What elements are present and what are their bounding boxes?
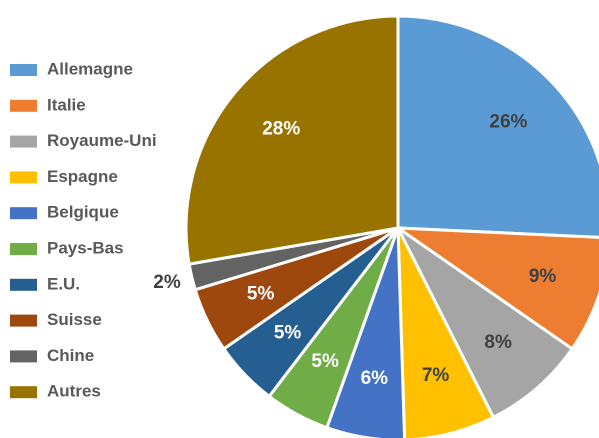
data-label: 5%	[247, 284, 275, 305]
legend-swatch	[10, 278, 37, 291]
legend-label: Royaume-Uni	[47, 131, 157, 150]
data-label: 9%	[529, 266, 557, 287]
legend-swatch	[10, 99, 37, 112]
legend-label: Allemagne	[47, 59, 133, 78]
legend-swatch	[10, 350, 37, 363]
legend-label: Autres	[47, 382, 101, 401]
legend-label: Chine	[47, 346, 94, 365]
legend-label: Italie	[47, 95, 86, 114]
legend-swatch	[10, 207, 37, 220]
data-label: 5%	[274, 322, 302, 343]
legend-swatch	[10, 171, 37, 184]
pie-slice	[396, 14, 599, 239]
legend-label: E.U.	[47, 274, 80, 293]
data-label: 7%	[422, 365, 450, 386]
data-label: 26%	[489, 112, 527, 133]
data-label: 6%	[361, 368, 389, 389]
data-label: 5%	[311, 351, 339, 372]
data-label: 8%	[484, 332, 512, 353]
legend-label: Suisse	[47, 310, 102, 329]
legend-swatch	[10, 386, 37, 399]
pie-slice	[396, 227, 496, 438]
legend-swatch	[10, 314, 37, 327]
legend-label: Espagne	[47, 167, 118, 186]
data-label: 28%	[262, 119, 300, 140]
data-label: 2%	[153, 272, 181, 293]
legend-swatch	[10, 64, 37, 76]
pie-slice	[396, 226, 575, 420]
legend-swatch	[10, 243, 37, 255]
legend-swatch	[10, 135, 37, 148]
pie-slice	[184, 14, 400, 266]
legend-label: Belgique	[47, 203, 119, 222]
legend-label: Pays-Bas	[47, 238, 124, 257]
